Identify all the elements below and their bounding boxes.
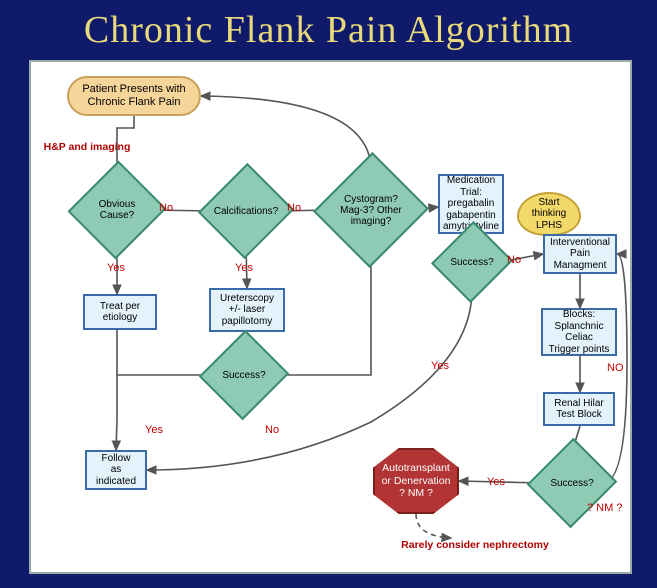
node-obvious: ObviousCause?: [83, 176, 151, 244]
slide: Chronic Flank Pain Algorithm Patient Pre…: [0, 0, 657, 588]
node-success1: Success?: [444, 234, 500, 290]
edge: [116, 375, 213, 450]
edge-label: Yes: [431, 360, 449, 372]
node-blocks: Blocks:SplanchnicCeliacTrigger points: [541, 308, 617, 356]
edge-label: No: [287, 202, 301, 214]
edge-label: Yes: [145, 424, 163, 436]
edge-label: No: [507, 254, 521, 266]
node-cloud: StartthinkingLPHS: [517, 192, 581, 236]
node-treat: Treat peretiology: [83, 294, 157, 330]
edge-label: Yes: [487, 476, 505, 488]
edge-label: Yes: [235, 262, 253, 274]
node-renal: Renal HilarTest Block: [543, 392, 615, 426]
node-ipm: InterventionalPainManagment: [543, 234, 617, 274]
node-follow: Followasindicated: [85, 450, 147, 490]
edge: [201, 96, 371, 170]
edge-label: No: [265, 424, 279, 436]
node-hp: H&P and imaging: [37, 140, 137, 154]
edge-label: No: [159, 202, 173, 214]
edge-label: NO: [607, 362, 624, 374]
node-calc: Calcifications?: [213, 178, 279, 244]
node-success2: Success?: [213, 344, 275, 406]
edge: [275, 250, 371, 375]
edge-label: ? NM ?: [587, 502, 622, 514]
flowchart-canvas: Patient Presents withChronic Flank Pain H…: [29, 60, 632, 574]
node-neph: Rarely consider nephrectomy: [375, 538, 575, 552]
node-cysto: Cystogram?Mag-3? Otherimaging?: [331, 170, 411, 250]
edge: [416, 514, 451, 538]
node-urs: Ureterscopy+/- laserpapillotomy: [209, 288, 285, 332]
node-start: Patient Presents withChronic Flank Pain: [67, 76, 201, 116]
edge: [147, 290, 472, 470]
slide-title: Chronic Flank Pain Algorithm: [0, 8, 657, 52]
edge-label: Yes: [107, 262, 125, 274]
